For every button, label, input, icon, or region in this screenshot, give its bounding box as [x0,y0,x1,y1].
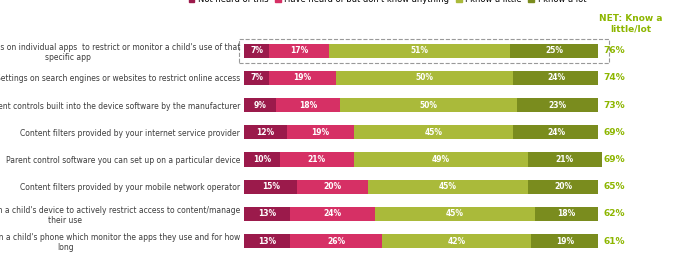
Bar [368,180,528,194]
Bar [336,71,513,85]
Bar [269,44,330,58]
Text: 24%: 24% [324,209,342,218]
Bar [340,98,517,112]
Text: NET: Know a
little/lot: NET: Know a little/lot [599,14,662,33]
Text: 13%: 13% [258,209,277,218]
Bar [244,180,297,194]
Text: 17%: 17% [290,46,308,55]
Bar [290,207,375,221]
Bar [513,125,599,139]
Bar [244,98,276,112]
Bar [375,207,535,221]
Text: 24%: 24% [547,128,565,137]
Text: 7%: 7% [250,46,263,55]
Text: 19%: 19% [294,73,312,82]
Text: 20%: 20% [554,182,572,191]
Text: 24%: 24% [547,73,565,82]
Bar [297,180,368,194]
Text: 69%: 69% [604,128,625,137]
Text: 50%: 50% [416,73,434,82]
Text: 21%: 21% [556,155,574,164]
Bar [279,152,354,167]
Text: 21%: 21% [308,155,326,164]
Bar [239,39,609,63]
Text: 69%: 69% [604,155,625,164]
Text: 51%: 51% [411,46,429,55]
Bar [276,98,340,112]
Text: 42%: 42% [448,237,466,246]
Bar [528,180,599,194]
Bar [290,234,383,248]
Text: 62%: 62% [604,209,625,218]
Bar [517,98,599,112]
Text: 7%: 7% [250,73,263,82]
Text: 12%: 12% [257,128,275,137]
Bar [383,234,531,248]
Bar [244,152,279,167]
Text: 76%: 76% [604,46,625,55]
Bar [244,44,269,58]
Text: 74%: 74% [604,73,625,82]
Bar [269,71,336,85]
Bar [513,71,599,85]
Text: 9%: 9% [254,101,267,110]
Text: 23%: 23% [548,101,567,110]
Bar [528,152,602,167]
Text: 45%: 45% [439,182,457,191]
Bar [244,234,290,248]
Text: 15%: 15% [262,182,280,191]
Text: 13%: 13% [258,237,277,246]
Text: 65%: 65% [604,182,625,191]
Text: 26%: 26% [327,237,345,246]
Text: 18%: 18% [299,101,317,110]
Bar [244,207,290,221]
Text: 45%: 45% [424,128,443,137]
Bar [354,125,513,139]
Text: 10%: 10% [253,155,271,164]
Text: 20%: 20% [324,182,342,191]
Bar [510,44,599,58]
Bar [244,71,269,85]
Text: 25%: 25% [545,46,563,55]
Legend: Not heard of this, Have heard of but don't know anything, I know a little, I kno: Not heard of this, Have heard of but don… [185,0,590,8]
Text: 49%: 49% [432,155,450,164]
Bar [287,125,354,139]
Bar [244,125,287,139]
Bar [535,207,599,221]
Text: 18%: 18% [557,209,576,218]
Text: 73%: 73% [604,101,625,110]
Bar [330,44,510,58]
Text: 19%: 19% [556,237,574,246]
Text: 61%: 61% [604,237,625,246]
Text: 50%: 50% [420,101,438,110]
Bar [531,234,599,248]
Text: 45%: 45% [446,209,464,218]
Bar [354,152,528,167]
Text: 19%: 19% [312,128,330,137]
